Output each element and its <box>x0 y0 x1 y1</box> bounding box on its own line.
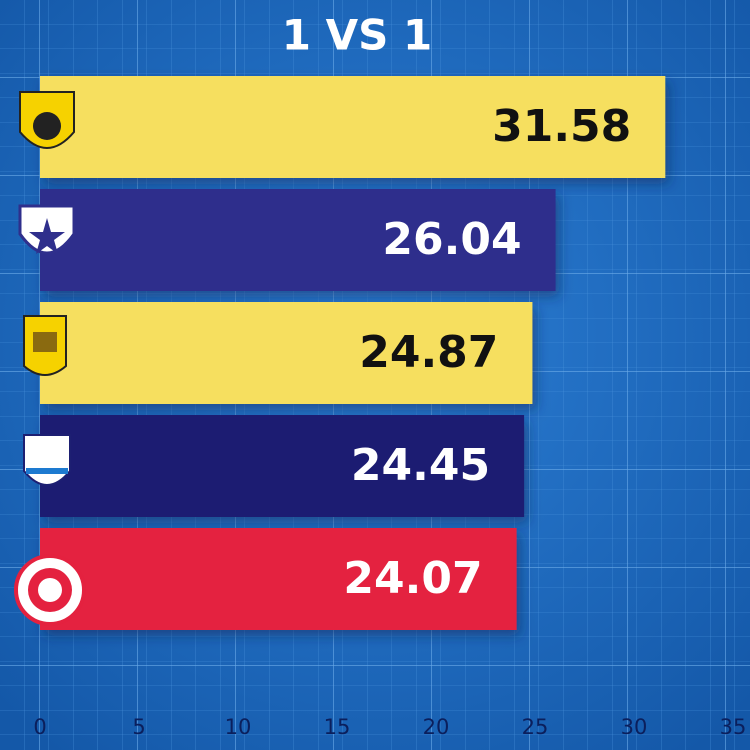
logo <box>18 204 76 255</box>
value-label: 24.07 <box>343 553 482 604</box>
x-tick-label: 5 <box>132 715 145 739</box>
bar <box>40 189 556 291</box>
value-label: 24.45 <box>351 440 490 491</box>
bars: 31.58 26.04 24.87 24.45 24.07 <box>40 76 666 630</box>
x-tick-label: 30 <box>621 715 648 739</box>
value-label: 24.87 <box>359 327 498 378</box>
chart-title: 1 VS 1 <box>282 11 432 60</box>
logo <box>23 315 67 376</box>
logo <box>19 91 75 149</box>
bar <box>40 302 533 404</box>
x-tick-label: 0 <box>33 715 46 739</box>
logo <box>23 434 71 486</box>
x-tick-label: 20 <box>423 715 450 739</box>
logos <box>14 91 86 626</box>
bar <box>40 76 666 178</box>
value-label: 26.04 <box>382 214 521 265</box>
x-tick-label: 10 <box>225 715 252 739</box>
bar <box>40 415 525 517</box>
x-tick-label: 15 <box>324 715 351 739</box>
logo <box>14 554 86 626</box>
bar <box>40 528 517 630</box>
value-label: 31.58 <box>492 101 631 152</box>
x-tick-label: 35 <box>720 715 747 739</box>
x-tick-label: 25 <box>522 715 549 739</box>
